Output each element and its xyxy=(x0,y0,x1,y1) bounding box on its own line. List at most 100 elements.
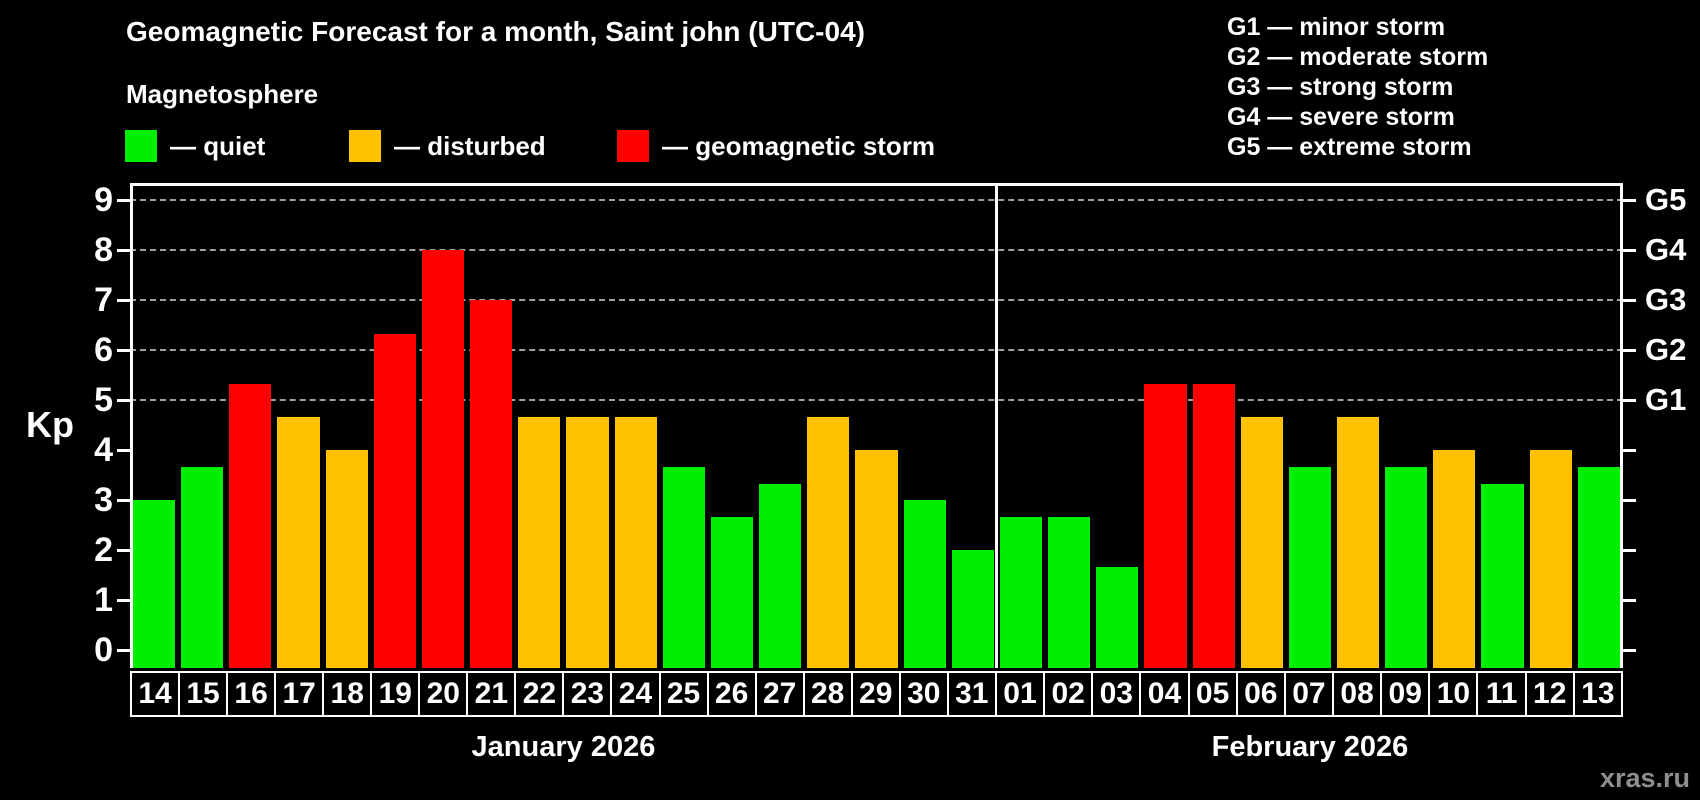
bars xyxy=(130,183,1623,668)
month-group-bars xyxy=(130,183,997,668)
day-label-26: 26 xyxy=(706,671,757,717)
month-labels-row: January 2026 February 2026 xyxy=(130,731,1623,764)
day-label-23: 23 xyxy=(562,671,613,717)
bar-slot xyxy=(1575,183,1623,668)
y-tick-right-7 xyxy=(1623,299,1636,302)
day-label-12: 12 xyxy=(1524,671,1575,717)
y-tick-left-1 xyxy=(117,599,130,602)
bar-slot xyxy=(178,183,226,668)
y-tick-right-4 xyxy=(1623,449,1636,452)
gridline-kp8 xyxy=(130,249,1623,251)
bar-slot xyxy=(949,183,997,668)
day-label-27: 27 xyxy=(754,671,805,717)
bar-slot xyxy=(1238,183,1286,668)
y-tick-left-2 xyxy=(117,549,130,552)
day-label-09: 09 xyxy=(1380,671,1431,717)
bar-slot xyxy=(1382,183,1430,668)
bar-slot xyxy=(1141,183,1189,668)
bar-slot xyxy=(467,183,515,668)
day-label-28: 28 xyxy=(802,671,853,717)
y-tick-label-3: 3 xyxy=(94,481,113,519)
y-axis-right-line xyxy=(1620,183,1623,668)
day-label-31: 31 xyxy=(946,671,997,717)
day-label-21: 21 xyxy=(466,671,517,717)
day-label-20: 20 xyxy=(418,671,469,717)
bar-day-25 xyxy=(662,466,705,668)
day-label-29: 29 xyxy=(850,671,901,717)
gridline-kp6 xyxy=(130,349,1623,351)
y-tick-left-7 xyxy=(117,299,130,302)
legend-item-label: — quiet xyxy=(170,130,266,161)
g-legend-line: G5 — extreme storm xyxy=(1227,133,1472,161)
y-tick-right-2 xyxy=(1623,549,1636,552)
bar-slot xyxy=(612,183,660,668)
chart-title: Geomagnetic Forecast for a month, Saint … xyxy=(126,16,865,47)
bar-slot xyxy=(274,183,322,668)
y-tick-label-5: 5 xyxy=(94,381,113,419)
day-label-14: 14 xyxy=(130,671,181,717)
bar-day-21 xyxy=(470,300,513,668)
y-tick-right-8 xyxy=(1623,249,1636,252)
bar-day-20 xyxy=(421,250,465,668)
day-label-19: 19 xyxy=(370,671,421,717)
day-label-03: 03 xyxy=(1091,671,1142,717)
bar-day-23 xyxy=(566,416,609,668)
legend-swatch-storm-icon xyxy=(617,130,649,162)
bar-day-22 xyxy=(518,416,561,668)
g-axis-label-G2: G2 xyxy=(1645,332,1687,367)
y-tick-label-4: 4 xyxy=(94,431,113,469)
plot-frame-top xyxy=(130,183,1623,186)
day-label-02: 02 xyxy=(1043,671,1094,717)
month-group-bars xyxy=(997,183,1623,668)
legend-item-quiet: — quiet xyxy=(125,129,265,163)
bar-slot xyxy=(563,183,611,668)
g-legend-line: G3 — strong storm xyxy=(1227,73,1454,101)
y-tick-right-1 xyxy=(1623,599,1636,602)
bar-slot xyxy=(1190,183,1238,668)
bar-slot xyxy=(852,183,900,668)
day-label-17: 17 xyxy=(274,671,325,717)
g-scale-legend: G1 — minor storm G2 — moderate storm G3 — … xyxy=(1227,12,1488,162)
y-tick-left-6 xyxy=(117,349,130,352)
y-tick-right-9 xyxy=(1623,199,1636,202)
legend-item-label: — geomagnetic storm xyxy=(662,130,936,161)
y-tick-left-9 xyxy=(117,199,130,202)
day-label-30: 30 xyxy=(898,671,949,717)
y-tick-label-1: 1 xyxy=(94,581,113,619)
bar-slot xyxy=(997,183,1045,668)
g-legend-line: G2 — moderate storm xyxy=(1227,43,1489,71)
bar-day-30 xyxy=(903,500,946,668)
y-tick-label-2: 2 xyxy=(94,531,113,569)
bar-slot xyxy=(1478,183,1526,668)
bar-day-16 xyxy=(229,383,272,668)
y-tick-right-3 xyxy=(1623,499,1636,502)
y-tick-left-3 xyxy=(117,499,130,502)
bar-slot xyxy=(419,183,467,668)
day-label-24: 24 xyxy=(610,671,661,717)
month-label: February 2026 xyxy=(1211,731,1409,763)
y-tick-right-0 xyxy=(1623,649,1636,652)
y-axis-title: Kp xyxy=(26,404,74,445)
y-tick-label-7: 7 xyxy=(94,281,113,319)
legend-swatch-quiet-icon xyxy=(125,130,157,162)
y-tick-left-8 xyxy=(117,249,130,252)
g-legend-line: G1 — minor storm xyxy=(1227,13,1446,41)
bar-slot xyxy=(1430,183,1478,668)
month-group-days: 01 02 03 04 05 06 07 08 09 10 11 12 13 xyxy=(994,671,1623,717)
legend-item-storm: — geomagnetic storm xyxy=(617,129,935,163)
y-tick-left-5 xyxy=(117,399,130,402)
day-label-15: 15 xyxy=(178,671,229,717)
bar-slot xyxy=(226,183,274,668)
month-label: January 2026 xyxy=(471,731,656,763)
g-axis-label-G4: G4 xyxy=(1645,232,1687,267)
day-label-18: 18 xyxy=(322,671,373,717)
y-tick-right-6 xyxy=(1623,349,1636,352)
y-tick-left-0 xyxy=(117,649,130,652)
day-label-25: 25 xyxy=(658,671,709,717)
y-tick-label-8: 8 xyxy=(94,231,113,269)
bar-day-11 xyxy=(1481,483,1524,668)
bar-day-15 xyxy=(181,466,224,668)
bar-slot xyxy=(323,183,371,668)
bar-day-03 xyxy=(1096,566,1139,668)
legend-swatch-disturbed-icon xyxy=(349,130,381,162)
